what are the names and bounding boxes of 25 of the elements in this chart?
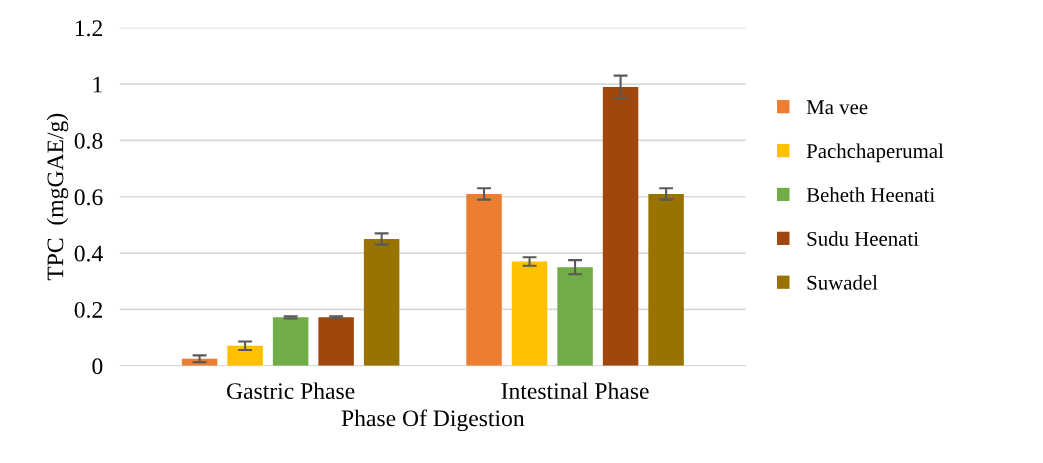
legend-label: Suwadel: [807, 275, 878, 290]
bar: [318, 317, 354, 366]
bar: [363, 239, 400, 366]
bar: [648, 193, 684, 366]
y-tick-label: 0.6: [74, 189, 103, 206]
y-axis-title: TPC (mgGAE/g): [46, 113, 69, 281]
bar: [511, 261, 548, 366]
y-tick-label: 1.2: [75, 20, 102, 37]
x-tick-label: Intestinal Phase: [501, 382, 649, 400]
y-tick-label: 0: [92, 358, 103, 375]
bar: [466, 193, 502, 366]
y-tick-label: 0.4: [74, 245, 103, 262]
x-axis-title: Phase Of Digestion: [341, 409, 525, 432]
bar: [602, 86, 639, 366]
legend-label: Beheth Heenati: [806, 187, 935, 202]
legend-label: Pachchaperumal: [806, 143, 944, 163]
bar: [557, 267, 593, 366]
y-tick-label: 1: [93, 76, 102, 93]
legend-label: Sudu Heenati: [807, 231, 919, 246]
bar: [227, 345, 263, 366]
y-tick-label: 0.8: [74, 132, 103, 149]
bar: [272, 317, 309, 366]
y-tick-label: 0.2: [74, 301, 102, 318]
x-tick-label: Gastric Phase: [227, 382, 355, 400]
legend-label: Ma vee: [806, 100, 868, 115]
